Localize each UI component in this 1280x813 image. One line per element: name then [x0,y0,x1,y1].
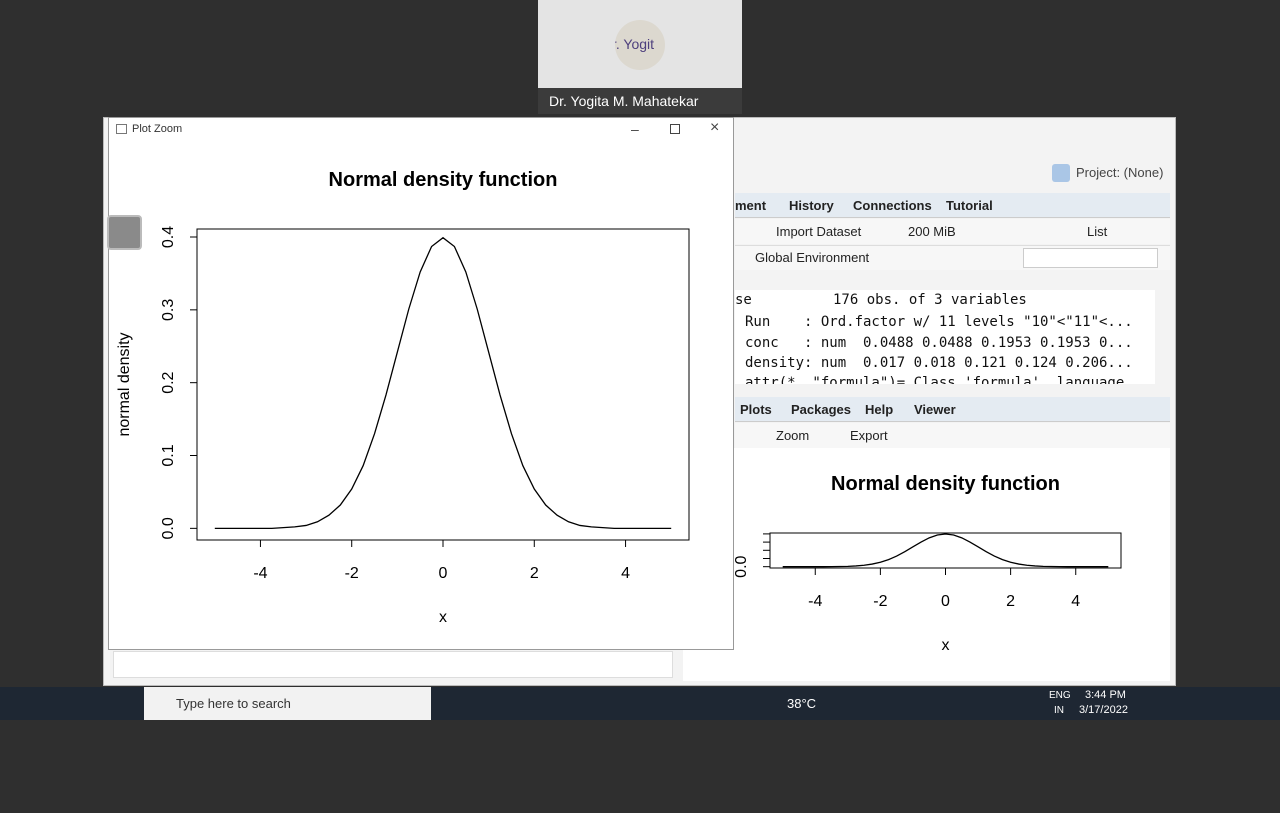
tab[interactable]: Plots [740,402,772,417]
taskbar: Type here to search 38°C ENG IN 3:44 PM … [0,687,1280,720]
tab[interactable]: Tutorial [946,198,993,213]
minimize-button[interactable]: – [631,121,639,137]
env-row: se [735,292,752,308]
env-row-value: 176 obs. of 3 variables [833,292,1027,308]
env-toolbar: Import Dataset 200 MiB List [735,219,1170,244]
name-bar: Dr. Yogita M. Mahatekar [538,88,742,114]
export-button[interactable]: Export [850,428,888,443]
maximize-button[interactable] [670,124,680,134]
avatar: r. Yogit [615,20,665,70]
tab[interactable]: Connections [853,198,932,213]
console-edge [113,651,673,678]
participant-name: Dr. Yogita M. Mahatekar [549,93,699,109]
search-box[interactable]: Type here to search [144,687,431,720]
close-button[interactable]: × [710,119,720,136]
tab[interactable]: Help [865,402,894,417]
window-title: Plot Zoom [132,123,183,135]
window-icon [116,124,127,134]
env-row: attr(*, "formula")= Class 'formula' lang… [745,375,1125,384]
clock-date[interactable]: 3/17/2022 [1079,704,1128,716]
clock-time[interactable]: 3:44 PM [1085,689,1126,701]
r-icon [1052,164,1070,182]
search-box[interactable] [1023,248,1158,268]
env-row: density: num 0.017 0.018 0.121 0.124 0.2… [745,355,1133,371]
env-scope[interactable]: Global Environment [755,250,870,265]
tab[interactable]: Packages [791,402,851,417]
tab[interactable]: Viewer [914,402,956,417]
env-tabs: ment History Connections Tutorial [735,193,1170,218]
plot-viewer [683,448,1170,681]
plot-toolbar: Zoom Export [735,423,1170,448]
tab[interactable]: History [789,198,834,213]
memory-button[interactable]: 200 MiB [908,224,956,239]
screen: r. Yogit Dr. Yogita M. Mahatekar Project… [0,0,1280,720]
annotate-button[interactable] [107,215,142,250]
env-list: se 176 obs. of 3 variables Run : Ord.fac… [735,290,1155,384]
region[interactable]: IN [1054,705,1064,716]
zoom-window: Plot Zoom – × [108,117,734,650]
plot-tabs: Plots Packages Help Viewer [735,397,1170,422]
env-row: Run : Ord.factor w/ 11 levels "10"<"11"<… [745,314,1133,330]
view-button[interactable]: List [1087,224,1108,239]
env-row: conc : num 0.0488 0.0488 0.1953 0.1953 0… [745,335,1133,351]
env-scope-bar: Global Environment [735,245,1170,270]
language[interactable]: ENG [1049,690,1071,701]
video-tile: r. Yogit Dr. Yogita M. Mahatekar [538,0,742,114]
tab[interactable]: ment [735,198,767,213]
zoom-button[interactable]: Zoom [776,428,810,443]
search-text: Type here to search [176,696,291,711]
avatar-text: r. Yogit [615,36,655,52]
weather[interactable]: 38°C [787,696,817,711]
project-label: Project: (None) [1076,165,1164,180]
import-button[interactable]: Import Dataset [776,224,862,239]
